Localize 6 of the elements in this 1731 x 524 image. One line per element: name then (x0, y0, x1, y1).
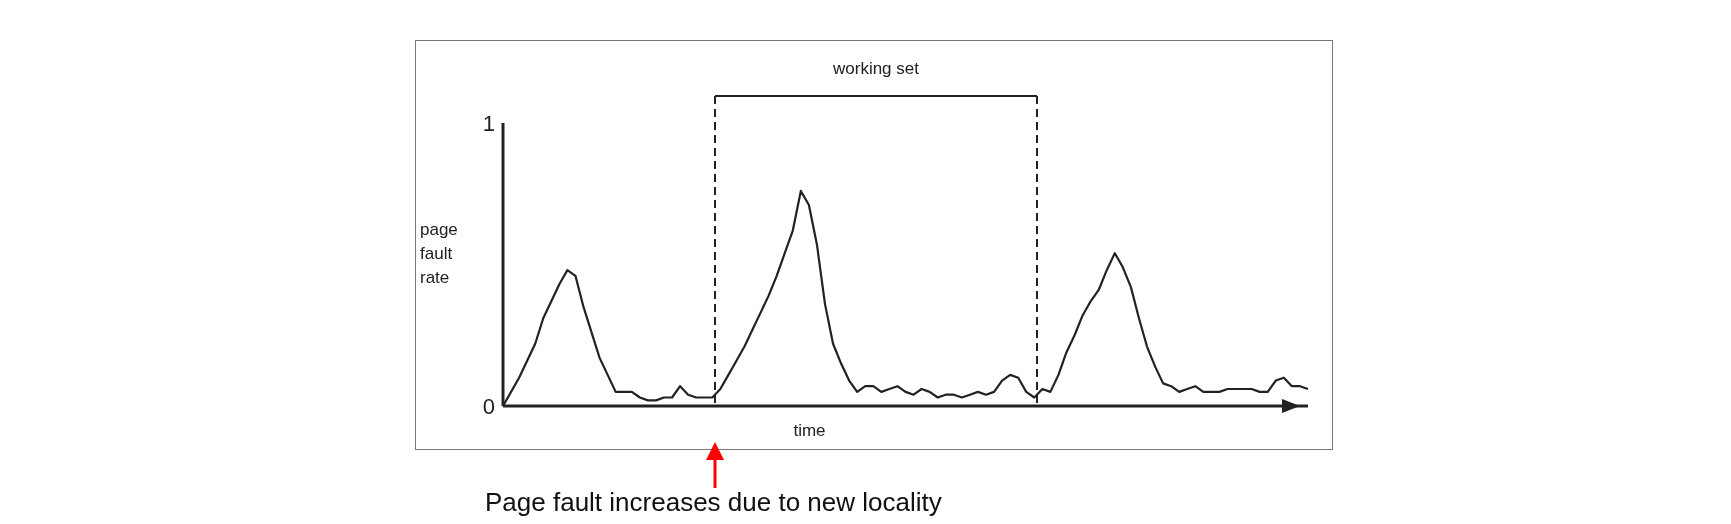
text: working set (832, 59, 920, 78)
x-axis-title: time (793, 421, 826, 440)
y-axis-title: page fault rate (420, 219, 459, 289)
y-tick-label: 0 (482, 393, 495, 419)
y-tick-label: 1 (482, 110, 495, 136)
text: Page fault increases due to new locality (485, 487, 942, 517)
